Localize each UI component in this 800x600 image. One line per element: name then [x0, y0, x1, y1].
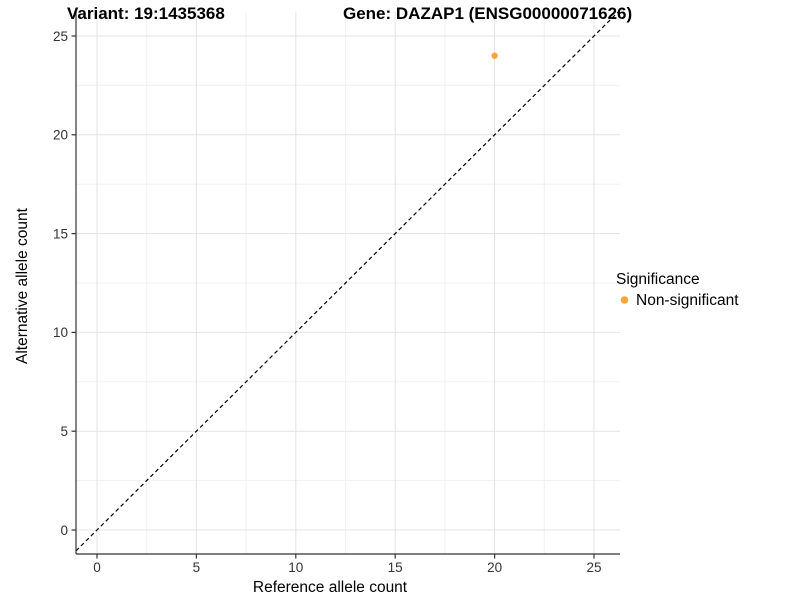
- y-tick-labels: 0 5 10 15 20 25: [53, 29, 68, 538]
- y-axis-title: Alternative allele count: [14, 207, 31, 364]
- x-tick-label: 0: [93, 560, 101, 575]
- minor-gridlines: [76, 12, 620, 554]
- y-axis-ticks: [71, 35, 76, 531]
- y-tick-label: 5: [60, 424, 68, 439]
- x-tick-labels: 0 5 10 15 20 25: [93, 560, 601, 575]
- x-tick-label: 5: [193, 560, 201, 575]
- y-tick-label: 0: [60, 523, 68, 538]
- legend-item-label: Non-significant: [636, 292, 739, 309]
- identity-dashed-line: [75, 11, 619, 552]
- legend-key-dot: [620, 296, 629, 304]
- plot-title-variant: Variant: 19:1435368: [67, 4, 225, 23]
- x-tick-label: 15: [388, 560, 403, 575]
- x-tick-label: 25: [586, 560, 601, 575]
- x-tick-label: 10: [288, 560, 303, 575]
- major-gridlines: [76, 12, 620, 554]
- x-axis-ticks: [96, 554, 595, 559]
- plot-title-gene: Gene: DAZAP1 (ENSG00000071626): [343, 4, 632, 23]
- data-point: [491, 52, 498, 59]
- x-tick-label: 20: [487, 560, 502, 575]
- legend-title: Significance: [616, 271, 700, 288]
- y-tick-label: 25: [53, 29, 68, 44]
- y-tick-label: 10: [53, 325, 68, 340]
- y-tick-label: 20: [53, 128, 68, 143]
- y-tick-label: 15: [53, 226, 68, 241]
- x-axis-title: Reference allele count: [253, 579, 408, 596]
